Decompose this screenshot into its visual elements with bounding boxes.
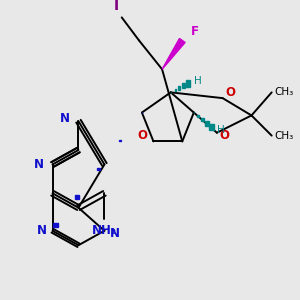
Text: CH₃: CH₃ bbox=[274, 87, 294, 98]
Polygon shape bbox=[119, 140, 121, 141]
Polygon shape bbox=[53, 223, 58, 227]
Polygon shape bbox=[197, 115, 199, 117]
Text: O: O bbox=[138, 129, 148, 142]
Polygon shape bbox=[205, 121, 208, 126]
Text: NH₂: NH₂ bbox=[92, 224, 117, 237]
Polygon shape bbox=[162, 38, 185, 69]
Polygon shape bbox=[178, 86, 180, 90]
Text: N: N bbox=[34, 158, 44, 171]
Text: CH₃: CH₃ bbox=[274, 130, 294, 141]
Polygon shape bbox=[201, 118, 204, 121]
Text: H: H bbox=[217, 125, 225, 135]
Polygon shape bbox=[186, 80, 190, 87]
Text: I: I bbox=[113, 0, 119, 13]
Polygon shape bbox=[175, 89, 176, 91]
Text: O: O bbox=[226, 86, 236, 99]
Polygon shape bbox=[182, 83, 185, 88]
Text: N: N bbox=[60, 112, 70, 125]
Text: N: N bbox=[110, 227, 120, 240]
Text: F: F bbox=[191, 25, 199, 38]
Text: O: O bbox=[220, 129, 230, 142]
Text: H: H bbox=[194, 76, 202, 86]
Polygon shape bbox=[209, 124, 214, 130]
Text: N: N bbox=[37, 224, 47, 237]
Polygon shape bbox=[75, 195, 79, 199]
Polygon shape bbox=[97, 168, 100, 170]
